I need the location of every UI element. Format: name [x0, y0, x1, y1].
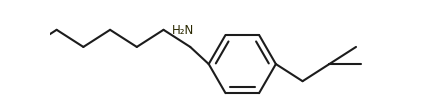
- Text: H₂N: H₂N: [171, 24, 194, 37]
